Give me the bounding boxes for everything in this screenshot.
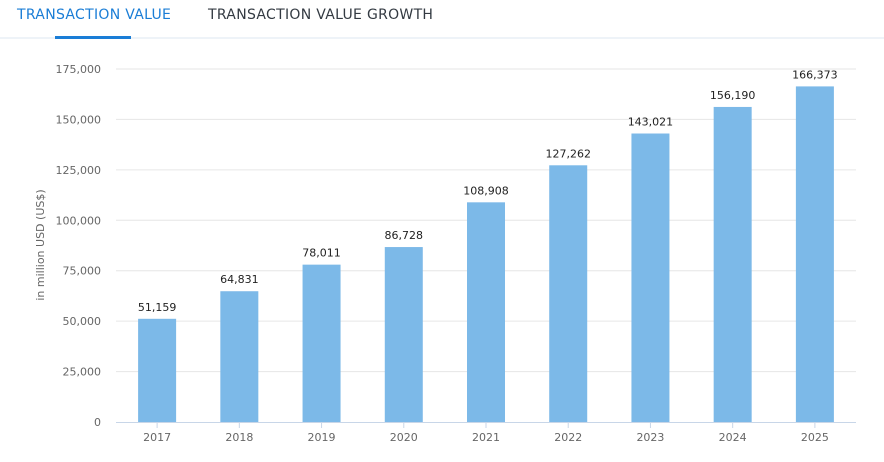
data-label: 156,190 [710, 89, 756, 102]
x-tick-label: 2020 [390, 431, 418, 444]
bar-2024[interactable] [713, 106, 752, 423]
data-label: 108,908 [463, 184, 509, 197]
bar-2018[interactable] [220, 291, 259, 422]
data-label: 51,159 [138, 301, 177, 314]
bar-2022[interactable] [549, 165, 588, 422]
data-label: 127,262 [545, 147, 591, 160]
y-tick-label: 25,000 [63, 366, 102, 379]
x-tick-label: 2025 [801, 431, 829, 444]
x-tick-label: 2019 [308, 431, 336, 444]
y-tick-label: 100,000 [56, 214, 102, 227]
x-tick-label: 2024 [719, 431, 747, 444]
y-tick-label: 0 [94, 416, 101, 429]
x-axis-ticks: 2017 2018 2019 2020 2021 2022 2023 2024 2025 [143, 422, 829, 444]
y-tick-label: 75,000 [63, 265, 102, 278]
x-tick-label: 2023 [636, 431, 664, 444]
tab-track [0, 37, 884, 39]
bar-2021[interactable] [467, 202, 505, 422]
data-label: 86,728 [385, 229, 424, 242]
y-tick-label: 175,000 [56, 63, 102, 76]
bar-2017[interactable] [138, 318, 177, 422]
x-tick-label: 2017 [143, 431, 171, 444]
bar-2020[interactable] [384, 247, 423, 422]
data-label: 78,011 [302, 247, 341, 260]
y-axis-ticks: 0 25,000 50,000 75,000 100,000 125,000 150,000… [56, 63, 102, 429]
data-label: 143,021 [628, 116, 674, 129]
x-tick-label: 2021 [472, 431, 500, 444]
data-labels: 51,159 64,831 78,011 86,728 108,908 127,262 14… [138, 67, 839, 314]
y-tick-label: 50,000 [63, 315, 102, 328]
data-label: 166,373 [792, 68, 838, 81]
bar-2019[interactable] [302, 264, 341, 422]
y-tick-label: 125,000 [56, 164, 102, 177]
bars [138, 86, 834, 423]
data-label: 64,831 [220, 273, 259, 286]
y-axis-label: in million USD (US$) [34, 189, 47, 300]
y-tick-label: 150,000 [56, 113, 102, 126]
x-tick-label: 2018 [225, 431, 253, 444]
tab-bar: TRANSACTION VALUE TRANSACTION VALUE GROW… [0, 0, 884, 40]
tab-transaction-value[interactable]: TRANSACTION VALUE [17, 7, 172, 23]
active-tab-indicator [55, 36, 131, 39]
bar-2025[interactable] [795, 86, 834, 423]
bar-2023[interactable] [631, 133, 670, 422]
tab-transaction-value-growth[interactable]: TRANSACTION VALUE GROWTH [208, 7, 434, 23]
x-tick-label: 2022 [554, 431, 582, 444]
